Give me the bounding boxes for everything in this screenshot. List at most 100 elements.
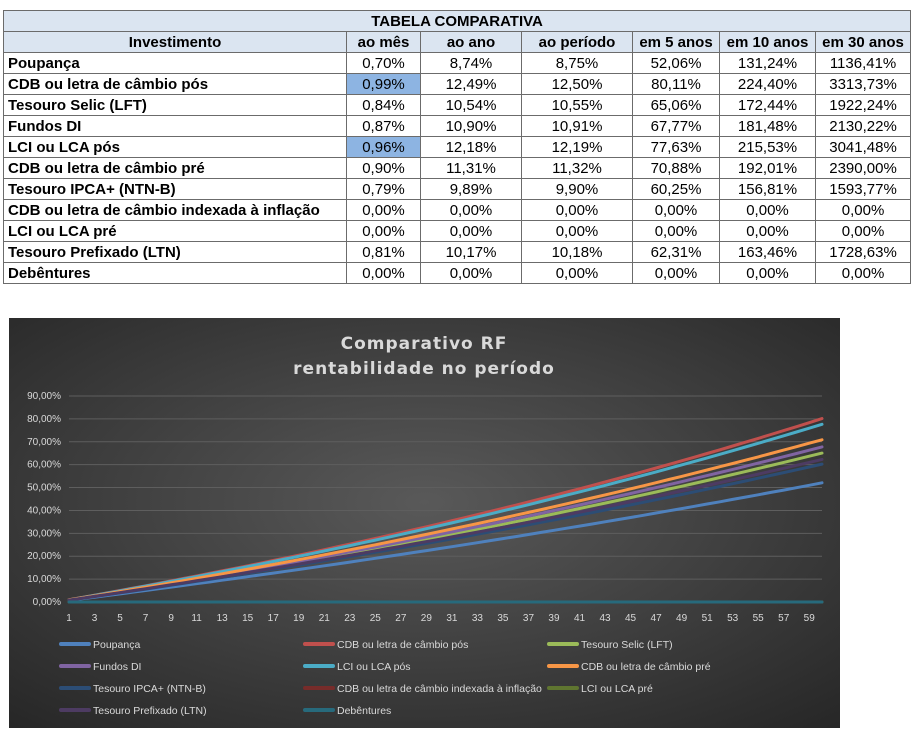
rentabilidade-chart[interactable]: Comparativo RF rentabilidade no período … [9, 318, 840, 728]
header-investimento[interactable]: Investimento [3, 31, 347, 53]
legend-item[interactable]: Poupança [59, 639, 140, 651]
cell-ao-mes[interactable]: 0,99% [346, 73, 421, 95]
cell-ao-ano[interactable]: 10,54% [420, 94, 522, 116]
series-line[interactable] [67, 422, 824, 602]
cell-em-30-anos[interactable]: 1728,63% [814, 241, 912, 263]
cell-ao-mes[interactable]: 0,87% [346, 115, 421, 137]
cell-name[interactable]: CDB ou letra de câmbio pré [3, 157, 347, 179]
cell-em-10-anos[interactable]: 172,44% [719, 94, 816, 116]
header-ao-periodo[interactable]: ao período [521, 31, 633, 53]
cell-em-30-anos[interactable]: 2390,00% [814, 157, 912, 179]
cell-name[interactable]: Tesouro Selic (LFT) [3, 94, 347, 116]
cell-em-30-anos[interactable]: 3041,48% [814, 136, 912, 158]
cell-name[interactable]: CDB ou letra de câmbio pós [3, 73, 347, 95]
header-ao-mes[interactable]: ao mês [346, 31, 421, 53]
series-line[interactable] [67, 457, 824, 602]
cell-ao-mes[interactable]: 0,00% [346, 220, 421, 242]
legend-item[interactable]: LCI ou LCA pré [547, 683, 653, 695]
cell-ao-periodo[interactable]: 12,50% [521, 73, 633, 95]
cell-em-5-anos[interactable]: 0,00% [632, 199, 720, 221]
legend-item[interactable]: CDB ou letra de câmbio indexada à inflaç… [303, 683, 542, 695]
cell-em-30-anos[interactable]: 2130,22% [814, 115, 912, 137]
cell-em-10-anos[interactable]: 131,24% [719, 52, 816, 74]
cell-ao-periodo[interactable]: 11,32% [521, 157, 633, 179]
legend-item[interactable]: Tesouro IPCA+ (NTN-B) [59, 683, 206, 695]
cell-em-5-anos[interactable]: 0,00% [632, 262, 720, 284]
cell-em-5-anos[interactable]: 70,88% [632, 157, 720, 179]
cell-em-5-anos[interactable]: 0,00% [632, 220, 720, 242]
cell-ao-ano[interactable]: 11,31% [420, 157, 522, 179]
cell-em-30-anos[interactable]: 1593,77% [814, 178, 912, 200]
cell-name[interactable]: Debêntures [3, 262, 347, 284]
cell-ao-periodo[interactable]: 10,18% [521, 241, 633, 263]
legend-item[interactable]: CDB ou letra de câmbio pré [547, 661, 711, 673]
cell-name[interactable]: Tesouro Prefixado (LTN) [3, 241, 347, 263]
cell-em-10-anos[interactable]: 0,00% [719, 199, 816, 221]
cell-em-30-anos[interactable]: 1922,24% [814, 94, 912, 116]
series-line[interactable] [67, 438, 824, 602]
header-em-30-anos[interactable]: em 30 anos [814, 31, 912, 53]
cell-name[interactable]: Tesouro IPCA+ (NTN-B) [3, 178, 347, 200]
header-em-10-anos[interactable]: em 10 anos [719, 31, 816, 53]
cell-ao-mes[interactable]: 0,00% [346, 199, 421, 221]
cell-ao-periodo[interactable]: 10,91% [521, 115, 633, 137]
cell-em-5-anos[interactable]: 52,06% [632, 52, 720, 74]
cell-ao-mes[interactable]: 0,00% [346, 262, 421, 284]
cell-ao-ano[interactable]: 0,00% [420, 220, 522, 242]
cell-ao-ano[interactable]: 12,18% [420, 136, 522, 158]
cell-ao-mes[interactable]: 0,96% [346, 136, 421, 158]
legend-item[interactable]: Tesouro Prefixado (LTN) [59, 705, 207, 717]
cell-ao-periodo[interactable]: 0,00% [521, 199, 633, 221]
cell-ao-ano[interactable]: 0,00% [420, 199, 522, 221]
cell-name[interactable]: CDB ou letra de câmbio indexada à inflaç… [3, 199, 347, 221]
cell-em-5-anos[interactable]: 80,11% [632, 73, 720, 95]
legend-item[interactable]: Tesouro Selic (LFT) [547, 639, 673, 651]
cell-ao-ano[interactable]: 10,90% [420, 115, 522, 137]
cell-ao-periodo[interactable]: 0,00% [521, 262, 633, 284]
cell-em-10-anos[interactable]: 181,48% [719, 115, 816, 137]
cell-ao-mes[interactable]: 0,90% [346, 157, 421, 179]
cell-em-5-anos[interactable]: 67,77% [632, 115, 720, 137]
cell-ao-ano[interactable]: 8,74% [420, 52, 522, 74]
cell-ao-ano[interactable]: 12,49% [420, 73, 522, 95]
cell-em-10-anos[interactable]: 215,53% [719, 136, 816, 158]
legend-item[interactable]: CDB ou letra de câmbio pós [303, 639, 468, 651]
header-ao-ano[interactable]: ao ano [420, 31, 522, 53]
cell-ao-mes[interactable]: 0,70% [346, 52, 421, 74]
cell-em-10-anos[interactable]: 163,46% [719, 241, 816, 263]
cell-ao-periodo[interactable]: 9,90% [521, 178, 633, 200]
cell-ao-mes[interactable]: 0,79% [346, 178, 421, 200]
series-line[interactable] [67, 481, 824, 602]
cell-em-30-anos[interactable]: 1136,41% [814, 52, 912, 74]
cell-em-30-anos[interactable]: 3313,73% [814, 73, 912, 95]
cell-em-5-anos[interactable]: 60,25% [632, 178, 720, 200]
cell-name[interactable]: Poupança [3, 52, 347, 74]
cell-ao-ano[interactable]: 9,89% [420, 178, 522, 200]
table-title[interactable]: TABELA COMPARATIVA [2, 10, 912, 32]
cell-name[interactable]: LCI ou LCA pós [3, 136, 347, 158]
header-em-5-anos[interactable]: em 5 anos [632, 31, 720, 53]
cell-ao-periodo[interactable]: 10,55% [521, 94, 633, 116]
legend-item[interactable]: Fundos DI [59, 661, 141, 673]
legend-item[interactable]: Debêntures [303, 705, 391, 717]
cell-ao-ano[interactable]: 0,00% [420, 262, 522, 284]
cell-name[interactable]: Fundos DI [3, 115, 347, 137]
cell-name[interactable]: LCI ou LCA pré [3, 220, 347, 242]
cell-em-5-anos[interactable]: 65,06% [632, 94, 720, 116]
cell-em-10-anos[interactable]: 0,00% [719, 220, 816, 242]
cell-ao-periodo[interactable]: 8,75% [521, 52, 633, 74]
cell-ao-periodo[interactable]: 12,19% [521, 136, 633, 158]
cell-ao-ano[interactable]: 10,17% [420, 241, 522, 263]
cell-em-10-anos[interactable]: 224,40% [719, 73, 816, 95]
cell-ao-mes[interactable]: 0,81% [346, 241, 421, 263]
cell-ao-mes[interactable]: 0,84% [346, 94, 421, 116]
cell-em-5-anos[interactable]: 62,31% [632, 241, 720, 263]
cell-em-30-anos[interactable]: 0,00% [814, 262, 912, 284]
cell-em-5-anos[interactable]: 77,63% [632, 136, 720, 158]
legend-item[interactable]: LCI ou LCA pós [303, 661, 411, 673]
cell-em-10-anos[interactable]: 0,00% [719, 262, 816, 284]
cell-ao-periodo[interactable]: 0,00% [521, 220, 633, 242]
cell-em-10-anos[interactable]: 156,81% [719, 178, 816, 200]
cell-em-30-anos[interactable]: 0,00% [814, 220, 912, 242]
cell-em-10-anos[interactable]: 192,01% [719, 157, 816, 179]
